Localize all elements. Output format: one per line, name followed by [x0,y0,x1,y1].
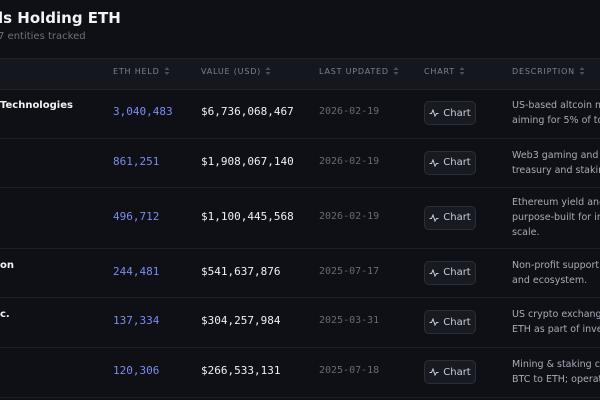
row-divider [0,248,600,249]
chart-button[interactable]: Chart [424,101,476,125]
chart-icon [429,158,439,167]
description-line: Non-profit supporting [512,259,600,271]
value-usd: $266,533,131 [201,364,281,377]
column-label: DESCRIPTION [512,67,575,76]
chart-icon [429,268,439,277]
last-updated: 2026-02-19 [319,210,380,222]
eth-held: 120,306 [113,364,160,377]
chart-button[interactable]: Chart [424,360,476,384]
eth-held: 137,334 [113,314,160,327]
description-line: treasury and staking s [512,164,600,176]
value-usd: $541,637,876 [201,264,281,278]
chart-button[interactable]: Chart [424,310,476,334]
button-label: Chart [443,316,471,328]
description-line: US crypto exchange a [512,309,600,320]
sort-icon [579,67,585,75]
description: Non-profit supporting and ecosystem. [512,258,600,288]
row-divider [0,187,600,188]
description-line: scale. [512,227,540,238]
description-line: Web3 gaming and tec [512,149,600,161]
button-label: Chart [443,366,471,378]
description: Ethereum yield and in purpose-built for i… [512,195,600,240]
button-label: Chart [443,107,471,119]
description: US-based altcoin mini aiming for 5% of to… [512,98,600,128]
chart-icon [429,318,439,326]
entity-name: c. [0,309,10,320]
sort-icon [164,67,170,75]
entity-name: on [0,260,14,271]
chart-icon [429,368,439,376]
description-line: Ethereum yield and in [512,197,600,208]
column-label: ETH HELD [113,67,160,76]
column-header[interactable]: ETH HELD [113,67,170,76]
row-divider [0,397,600,398]
subtitle: 7 entities tracked [0,31,86,42]
chart-icon [429,109,439,117]
description-line: ETH as part of investm [512,324,600,335]
description-line: purpose-built for insti [512,212,600,223]
eth-held: 244,481 [113,264,160,278]
value-usd: $304,257,984 [201,314,281,327]
description-line: and ecosystem. [512,274,588,286]
value-usd: $1,908,067,140 [201,154,294,168]
chart-button[interactable]: Chart [424,260,476,285]
chart-button[interactable]: Chart [424,205,476,230]
last-updated: 2025-07-17 [319,265,380,277]
button-label: Chart [443,157,471,168]
page-title: ls Holding ETH [0,9,121,27]
sort-icon [459,67,465,75]
description-line: aiming for 5% of total [512,115,600,126]
eth-held: 861,251 [113,154,160,168]
last-updated: 2025-03-31 [319,315,380,326]
last-updated: 2026-02-19 [319,155,380,167]
column-header[interactable]: DESCRIPTION [512,67,585,76]
column-label: LAST UPDATED [319,67,389,76]
chart-icon [429,213,439,222]
value-usd: $6,736,068,467 [201,105,294,118]
row-divider [0,347,600,348]
row-divider [0,297,600,298]
description-line: US-based altcoin mini [512,100,600,111]
row-divider [0,138,600,139]
description: Web3 gaming and tec treasury and staking … [512,148,600,178]
description: US crypto exchange a ETH as part of inves… [512,307,600,337]
description: Mining & staking comp BTC to ETH; operate… [512,357,600,387]
eth-held: 3,040,483 [113,105,173,118]
entity-name: Technologies [0,100,73,111]
button-label: Chart [443,267,471,278]
table-header [0,58,600,90]
eth-held: 496,712 [113,209,160,223]
column-header[interactable]: LAST UPDATED [319,67,399,76]
sort-icon [265,67,271,75]
last-updated: 2025-07-18 [319,365,380,376]
chart-button[interactable]: Chart [424,150,476,175]
description-line: BTC to ETH; operates [512,374,600,385]
last-updated: 2026-02-19 [319,106,380,117]
description-line: Mining & staking comp [512,359,600,370]
column-header[interactable]: CHART [424,67,465,76]
sort-icon [393,67,399,75]
column-label: CHART [424,67,455,76]
column-label: VALUE (USD) [201,67,262,76]
value-usd: $1,100,445,568 [201,209,294,223]
button-label: Chart [443,212,471,223]
column-header[interactable]: VALUE (USD) [201,67,271,76]
